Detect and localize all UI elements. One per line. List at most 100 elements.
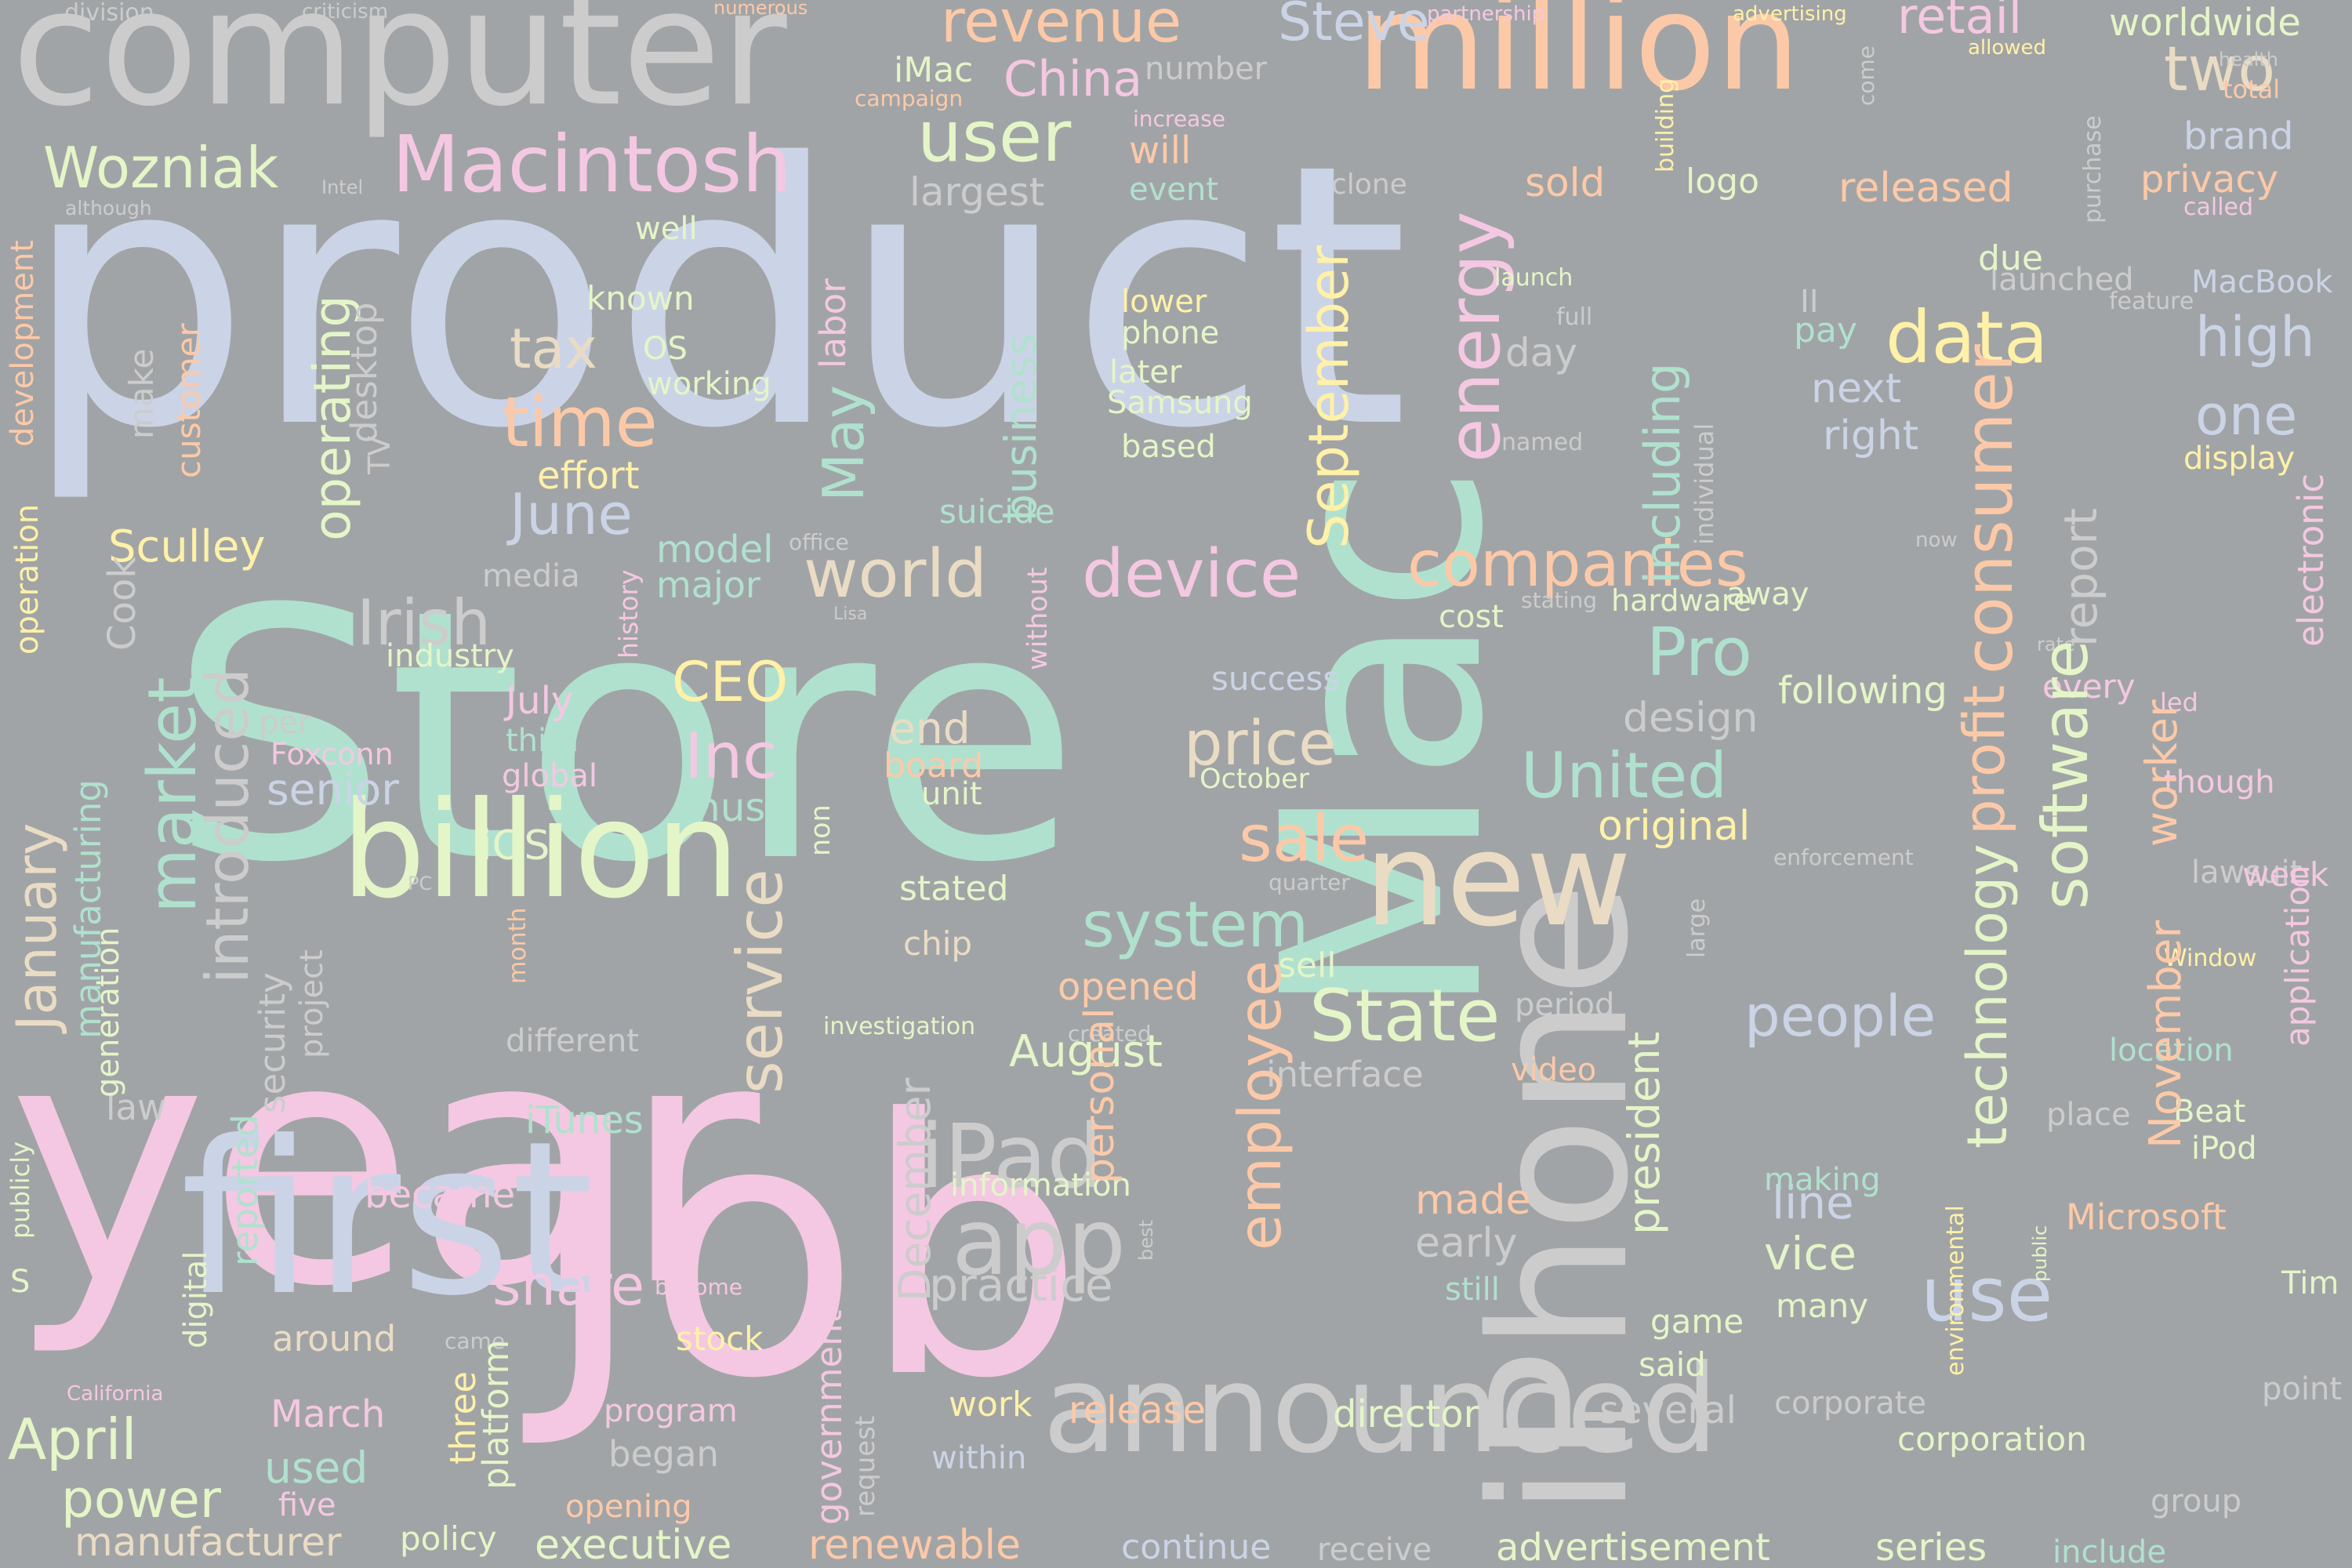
word-environmental: environmental xyxy=(1942,1205,1969,1376)
word-publicly: publicly xyxy=(5,1141,35,1239)
word-advertisement: advertisement xyxy=(1496,1526,1770,1568)
word-profit: profit xyxy=(1951,684,2017,835)
word-tv: TV xyxy=(362,435,397,474)
word-opening: opening xyxy=(565,1489,692,1525)
word-business: business xyxy=(996,333,1046,521)
word-stock: stock xyxy=(676,1319,764,1358)
word-though: though xyxy=(2164,764,2275,800)
word-customer: customer xyxy=(169,323,208,478)
word-next: next xyxy=(1811,365,1902,412)
word-early: early xyxy=(1415,1220,1518,1267)
word-report: report xyxy=(2054,507,2107,647)
word-senior: senior xyxy=(267,764,399,815)
word-december: December xyxy=(890,1077,940,1301)
word-project: project xyxy=(294,949,330,1058)
word-product: product xyxy=(22,88,1410,507)
word-working: working xyxy=(647,366,771,402)
word-worldwide: worldwide xyxy=(2109,1,2301,45)
word-window: Window xyxy=(2164,945,2257,972)
word-away: away xyxy=(1726,576,1809,612)
word-california: California xyxy=(67,1382,164,1406)
word-model: model xyxy=(656,528,774,572)
word-september: September xyxy=(1297,245,1361,549)
word-electronic: electronic xyxy=(2290,473,2332,647)
word-released: released xyxy=(1838,165,2013,212)
word-time: time xyxy=(502,382,658,463)
word-corporate: corporate xyxy=(1774,1385,1927,1421)
word-digital: digital xyxy=(178,1250,214,1348)
word-include: include xyxy=(2053,1534,2166,1568)
word-said: said xyxy=(1639,1345,1706,1384)
word-campaign: campaign xyxy=(855,85,964,111)
word-enforcement: enforcement xyxy=(1773,844,1914,870)
word-investigation: investigation xyxy=(823,1013,976,1040)
word-state: State xyxy=(1309,974,1501,1058)
word-video: video xyxy=(1511,1052,1597,1088)
word-many: many xyxy=(1776,1287,1869,1325)
word-energy: energy xyxy=(1432,211,1516,463)
word-per: per xyxy=(259,705,311,741)
word-although: although xyxy=(65,197,152,220)
word-foxconn: Foxconn xyxy=(270,737,394,771)
word-generation: generation xyxy=(90,927,126,1098)
word-best: best xyxy=(1135,1220,1157,1261)
word-may: May xyxy=(811,385,877,502)
word-rate: rate xyxy=(2037,633,2075,655)
word-technology: technology xyxy=(1955,844,2020,1149)
word-hardware: hardware xyxy=(1611,583,1751,618)
word-announced: announced xyxy=(1043,1338,1719,1480)
word-line: line xyxy=(1772,1176,1854,1229)
word-operation: operation xyxy=(9,503,45,655)
word-tim: Tim xyxy=(2281,1265,2339,1301)
word-irish: Irish xyxy=(357,586,492,659)
word-high: high xyxy=(2195,305,2315,369)
word-november: November xyxy=(2140,920,2191,1149)
word-january: January xyxy=(5,822,69,1031)
word-without: without xyxy=(1022,567,1054,670)
word-inc: Inc xyxy=(684,720,778,793)
word-criticism: criticism xyxy=(302,0,389,24)
word-consumer: consumer xyxy=(1951,344,2028,674)
word-imac: iMac xyxy=(894,50,974,90)
word-desktop: desktop xyxy=(343,302,385,444)
word-pc: PC xyxy=(408,873,433,895)
word-design: design xyxy=(1623,695,1759,742)
word-building: building xyxy=(1652,78,1679,172)
word-year: year xyxy=(8,968,760,1360)
word-macbook: MacBook xyxy=(2191,264,2333,300)
word-opened: opened xyxy=(1058,965,1199,1009)
word-month: month xyxy=(504,907,532,984)
word-march: March xyxy=(270,1392,386,1436)
word-location: location xyxy=(2109,1033,2234,1069)
word-allowed: allowed xyxy=(1968,36,2047,60)
word-came: came xyxy=(445,1328,506,1354)
word-every: every xyxy=(2042,667,2136,706)
word-began: began xyxy=(608,1433,719,1475)
word-revenue: revenue xyxy=(941,0,1182,56)
word-samsung: Samsung xyxy=(1107,385,1253,421)
word-ios: iOS xyxy=(481,822,550,869)
word-health: health xyxy=(2219,49,2278,71)
word-point: point xyxy=(2262,1371,2343,1407)
word-day: day xyxy=(1505,330,1577,376)
word-one: one xyxy=(2195,383,2298,448)
word-beat: Beat xyxy=(2173,1094,2246,1130)
word-new: new xyxy=(1364,804,1632,955)
word-manufacturer: manufacturer xyxy=(74,1519,342,1565)
word-week: week xyxy=(2242,855,2329,894)
word-intel: Intel xyxy=(321,176,364,198)
word-sculley: Sculley xyxy=(108,521,266,572)
word-pay: pay xyxy=(1794,310,1857,350)
word-sold: sold xyxy=(1525,160,1606,205)
word-period: period xyxy=(1515,987,1615,1023)
word-two: two xyxy=(2164,34,2276,105)
word-director: director xyxy=(1333,1392,1479,1436)
word-feature: feature xyxy=(2109,288,2194,315)
word-ipad: iPad xyxy=(920,1106,1103,1208)
word-government: government xyxy=(808,1309,850,1525)
word-division: division xyxy=(64,0,154,27)
word-suicide: suicide xyxy=(939,492,1055,531)
word-law: law xyxy=(106,1087,166,1128)
word-purchase: purchase xyxy=(2079,115,2107,223)
word-billion: billion xyxy=(341,773,740,928)
